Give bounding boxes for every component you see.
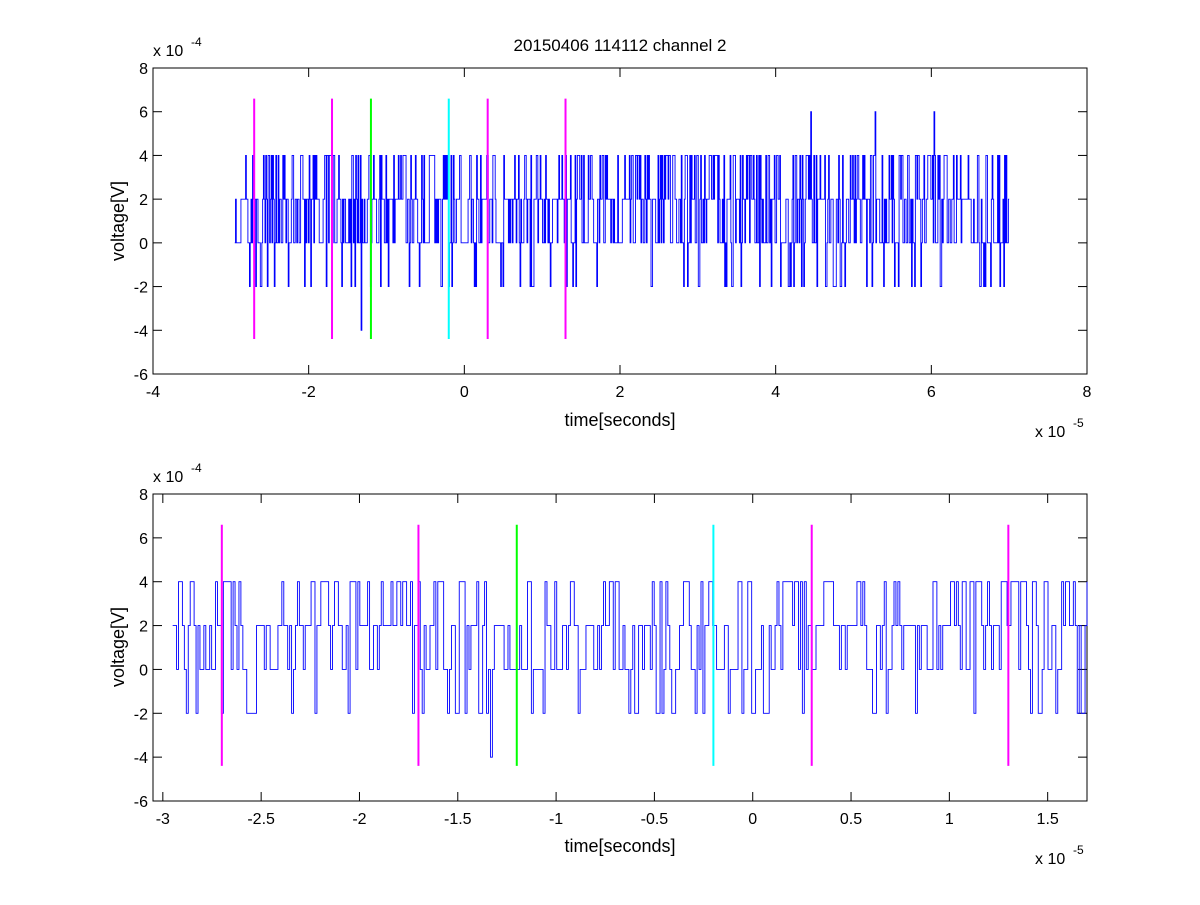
svg-text:-4: -4 [191, 35, 202, 49]
bottom-plot-area [153, 494, 1087, 801]
bottom-y-exponent: x 10 -4 [153, 461, 202, 486]
signal-path [234, 111, 1010, 331]
top-signal-line [234, 111, 1010, 331]
y-tick-label: 2 [139, 192, 148, 209]
svg-text:x 10: x 10 [153, 43, 183, 60]
bottom-x-exponent: x 10 -5 [1035, 843, 1084, 868]
y-tick-label: 0 [139, 236, 148, 253]
axes-box [152, 493, 1088, 802]
y-tick-label: 8 [139, 487, 148, 504]
x-tick-label: -3 [156, 811, 170, 828]
x-tick-label: -2 [352, 811, 366, 828]
y-tick-label: 4 [139, 148, 148, 165]
bottom-x-label: time[seconds] [564, 836, 675, 856]
x-tick-label: 4 [771, 384, 780, 401]
figure-title: 20150406 114112 channel 2 [513, 36, 726, 55]
x-tick-label: -1 [549, 811, 563, 828]
y-tick-label: -6 [134, 794, 148, 811]
svg-text:x 10: x 10 [1035, 424, 1065, 441]
x-tick-label: -2 [302, 384, 316, 401]
signal-path [172, 581, 1088, 758]
x-tick-label: -2.5 [247, 811, 275, 828]
top-event-markers [253, 98, 567, 340]
svg-text:-5: -5 [1073, 843, 1084, 857]
x-tick-label: -0.5 [641, 811, 669, 828]
x-tick-label: 0 [460, 384, 469, 401]
y-tick-label: -4 [134, 323, 148, 340]
y-tick-label: 4 [139, 575, 148, 592]
svg-text:-5: -5 [1073, 416, 1084, 430]
x-tick-label: 6 [927, 384, 936, 401]
bottom-event-markers [220, 524, 1010, 766]
x-tick-label: -4 [146, 384, 160, 401]
top-x-exponent: x 10 -5 [1035, 416, 1084, 441]
bottom-y-label: voltage[V] [108, 607, 128, 687]
svg-text:x 10: x 10 [1035, 851, 1065, 868]
x-tick-label: 0.5 [840, 811, 862, 828]
y-tick-label: 2 [139, 619, 148, 636]
bottom-subplot: -3 -2.5 -2 -1.5 -1 -0.5 0 0.5 1 1.5 -6 -4 -2 0 2 4 6 8 vo… [108, 461, 1088, 868]
bottom-axis-ticks: -3 -2.5 -2 -1.5 -1 -0.5 0 0.5 1 1.5 -6 -4 -2 0 2 4 6 8 [134, 487, 1088, 828]
y-tick-label: -2 [134, 706, 148, 723]
y-tick-label: 6 [139, 531, 148, 548]
x-tick-label: 0 [748, 811, 757, 828]
x-tick-label: 8 [1083, 384, 1092, 401]
y-tick-label: -6 [134, 367, 148, 384]
svg-text:x 10: x 10 [153, 469, 183, 486]
bottom-signal-line [172, 581, 1088, 758]
y-tick-label: -4 [134, 750, 148, 767]
svg-text:-4: -4 [191, 461, 202, 475]
x-tick-label: -1.5 [444, 811, 472, 828]
top-x-label: time[seconds] [564, 410, 675, 430]
y-tick-label: 8 [139, 61, 148, 78]
x-tick-label: 2 [616, 384, 625, 401]
x-tick-label: 1.5 [1037, 811, 1059, 828]
y-tick-label: -2 [134, 280, 148, 297]
top-y-exponent: x 10 -4 [153, 35, 202, 60]
top-y-label: voltage[V] [108, 181, 128, 261]
y-tick-label: 0 [139, 662, 148, 679]
x-tick-label: 1 [945, 811, 954, 828]
y-tick-label: 6 [139, 105, 148, 122]
